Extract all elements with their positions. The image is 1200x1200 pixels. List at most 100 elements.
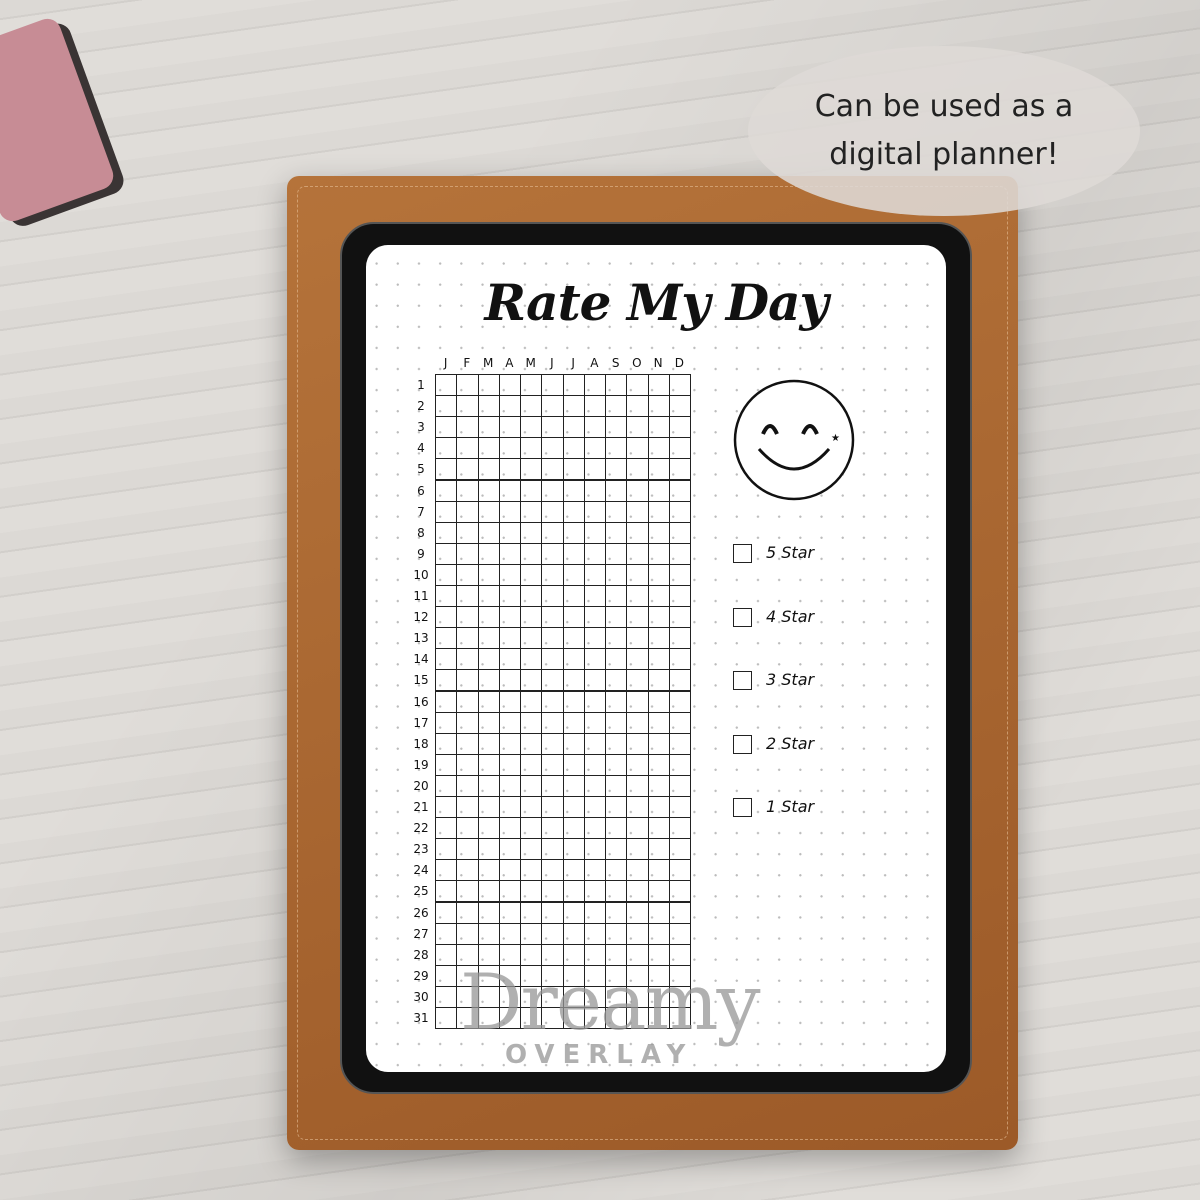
grid-cell[interactable] xyxy=(562,690,585,713)
grid-cell[interactable] xyxy=(498,585,521,608)
grid-cell[interactable] xyxy=(541,395,564,418)
grid-cell[interactable] xyxy=(562,437,585,460)
grid-cell[interactable] xyxy=(668,416,691,439)
grid-cell[interactable] xyxy=(456,753,479,776)
grid-cell[interactable] xyxy=(520,563,543,586)
grid-cell[interactable] xyxy=(583,922,606,945)
grid-cell[interactable] xyxy=(626,585,649,608)
grid-cell[interactable] xyxy=(456,901,479,924)
grid-cell[interactable] xyxy=(626,753,649,776)
grid-cell[interactable] xyxy=(520,585,543,608)
grid-cell[interactable] xyxy=(605,521,628,544)
grid-cell[interactable] xyxy=(520,648,543,671)
grid-cell[interactable] xyxy=(541,711,564,734)
grid-cell[interactable] xyxy=(520,437,543,460)
grid-cell[interactable] xyxy=(477,796,500,819)
grid-cell[interactable] xyxy=(498,542,521,565)
grid-cell[interactable] xyxy=(435,922,458,945)
grid-cell[interactable] xyxy=(435,774,458,797)
grid-cell[interactable] xyxy=(647,627,670,650)
grid-cell[interactable] xyxy=(583,542,606,565)
grid-cell[interactable] xyxy=(435,964,458,987)
grid-cell[interactable] xyxy=(477,732,500,755)
grid-cell[interactable] xyxy=(456,563,479,586)
grid-cell[interactable] xyxy=(435,901,458,924)
grid-cell[interactable] xyxy=(626,479,649,502)
grid-cell[interactable] xyxy=(647,711,670,734)
grid-cell[interactable] xyxy=(520,838,543,861)
grid-cell[interactable] xyxy=(605,563,628,586)
grid-cell[interactable] xyxy=(562,796,585,819)
grid-cell[interactable] xyxy=(562,585,585,608)
grid-cell[interactable] xyxy=(647,796,670,819)
grid-cell[interactable] xyxy=(498,521,521,544)
grid-cell[interactable] xyxy=(583,374,606,397)
grid-cell[interactable] xyxy=(583,627,606,650)
grid-cell[interactable] xyxy=(668,437,691,460)
grid-cell[interactable] xyxy=(456,585,479,608)
grid-cell[interactable] xyxy=(477,690,500,713)
grid-cell[interactable] xyxy=(562,479,585,502)
grid-cell[interactable] xyxy=(541,859,564,882)
grid-cell[interactable] xyxy=(583,753,606,776)
grid-cell[interactable] xyxy=(498,563,521,586)
grid-cell[interactable] xyxy=(435,395,458,418)
grid-cell[interactable] xyxy=(520,796,543,819)
grid-cell[interactable] xyxy=(562,711,585,734)
grid-cell[interactable] xyxy=(520,732,543,755)
grid-cell[interactable] xyxy=(605,880,628,903)
grid-cell[interactable] xyxy=(435,732,458,755)
grid-cell[interactable] xyxy=(498,796,521,819)
grid-cell[interactable] xyxy=(520,880,543,903)
grid-cell[interactable] xyxy=(647,542,670,565)
grid-cell[interactable] xyxy=(498,627,521,650)
grid-cell[interactable] xyxy=(562,838,585,861)
grid-cell[interactable] xyxy=(456,374,479,397)
grid-cell[interactable] xyxy=(541,416,564,439)
grid-cell[interactable] xyxy=(647,859,670,882)
grid-cell[interactable] xyxy=(583,395,606,418)
grid-cell[interactable] xyxy=(605,627,628,650)
grid-cell[interactable] xyxy=(626,437,649,460)
grid-cell[interactable] xyxy=(583,458,606,481)
grid-cell[interactable] xyxy=(541,374,564,397)
grid-cell[interactable] xyxy=(456,458,479,481)
grid-cell[interactable] xyxy=(605,711,628,734)
grid-cell[interactable] xyxy=(562,922,585,945)
grid-cell[interactable] xyxy=(583,500,606,523)
grid-cell[interactable] xyxy=(520,416,543,439)
grid-cell[interactable] xyxy=(647,458,670,481)
rating-checkbox[interactable] xyxy=(733,544,752,563)
grid-cell[interactable] xyxy=(541,627,564,650)
grid-cell[interactable] xyxy=(583,669,606,692)
grid-cell[interactable] xyxy=(456,395,479,418)
grid-cell[interactable] xyxy=(668,521,691,544)
grid-cell[interactable] xyxy=(520,479,543,502)
grid-cell[interactable] xyxy=(605,416,628,439)
grid-cell[interactable] xyxy=(435,1007,458,1030)
grid-cell[interactable] xyxy=(435,585,458,608)
grid-cell[interactable] xyxy=(605,395,628,418)
grid-cell[interactable] xyxy=(520,606,543,629)
grid-cell[interactable] xyxy=(562,606,585,629)
grid-cell[interactable] xyxy=(477,500,500,523)
grid-cell[interactable] xyxy=(626,395,649,418)
grid-cell[interactable] xyxy=(668,711,691,734)
grid-cell[interactable] xyxy=(541,817,564,840)
grid-cell[interactable] xyxy=(456,774,479,797)
grid-cell[interactable] xyxy=(605,374,628,397)
grid-cell[interactable] xyxy=(668,859,691,882)
grid-cell[interactable] xyxy=(626,627,649,650)
grid-cell[interactable] xyxy=(498,901,521,924)
grid-cell[interactable] xyxy=(435,669,458,692)
grid-cell[interactable] xyxy=(626,796,649,819)
grid-cell[interactable] xyxy=(605,458,628,481)
grid-cell[interactable] xyxy=(541,479,564,502)
grid-cell[interactable] xyxy=(498,606,521,629)
grid-cell[interactable] xyxy=(626,563,649,586)
grid-cell[interactable] xyxy=(520,817,543,840)
grid-cell[interactable] xyxy=(456,859,479,882)
grid-cell[interactable] xyxy=(541,585,564,608)
grid-cell[interactable] xyxy=(541,669,564,692)
grid-cell[interactable] xyxy=(562,732,585,755)
